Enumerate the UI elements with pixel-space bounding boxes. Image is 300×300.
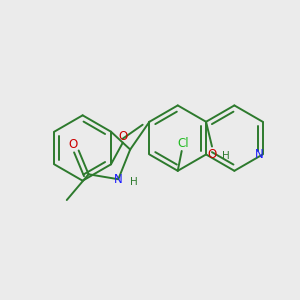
Text: H: H [130, 177, 138, 187]
Text: O: O [118, 130, 128, 143]
Text: N: N [255, 148, 264, 161]
Text: O: O [207, 148, 217, 161]
Text: N: N [114, 173, 123, 186]
Text: O: O [68, 138, 77, 151]
Text: H: H [222, 152, 230, 161]
Text: Cl: Cl [178, 136, 190, 150]
